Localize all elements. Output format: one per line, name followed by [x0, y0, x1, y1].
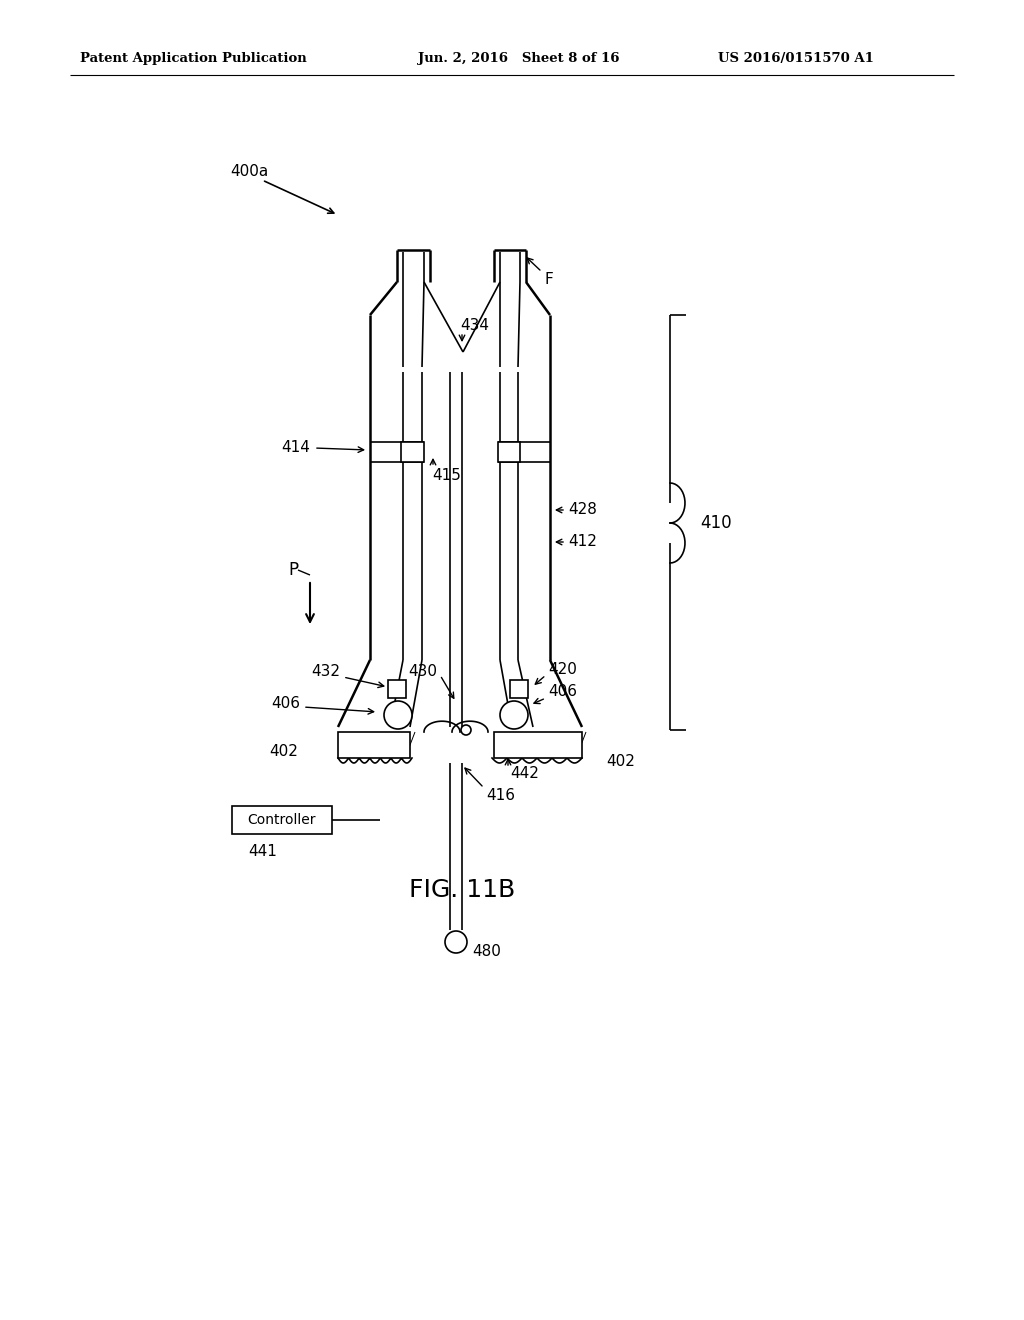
Circle shape: [461, 725, 471, 735]
Text: 406: 406: [271, 696, 300, 710]
Text: Controller: Controller: [248, 813, 316, 828]
Bar: [338, 733, 410, 758]
Text: 428: 428: [568, 503, 597, 517]
Bar: [401, 442, 424, 462]
Text: 406: 406: [548, 685, 577, 700]
Text: 420: 420: [548, 663, 577, 677]
Bar: [510, 680, 528, 698]
Text: Jun. 2, 2016   Sheet 8 of 16: Jun. 2, 2016 Sheet 8 of 16: [418, 51, 620, 65]
Text: 414: 414: [282, 441, 310, 455]
Text: 416: 416: [486, 788, 515, 804]
Bar: [232, 807, 332, 834]
Text: 480: 480: [472, 945, 501, 960]
Text: 402: 402: [606, 755, 635, 770]
Text: FIG. 11B: FIG. 11B: [409, 878, 515, 902]
Text: Patent Application Publication: Patent Application Publication: [80, 51, 307, 65]
Text: 434: 434: [460, 318, 489, 333]
Text: US 2016/0151570 A1: US 2016/0151570 A1: [718, 51, 873, 65]
Circle shape: [500, 701, 528, 729]
Text: 432: 432: [311, 664, 340, 680]
Text: F: F: [545, 272, 554, 288]
Bar: [498, 442, 520, 462]
Circle shape: [384, 701, 412, 729]
Text: 415: 415: [432, 467, 461, 483]
Circle shape: [445, 931, 467, 953]
Text: P: P: [288, 561, 298, 579]
Text: 430: 430: [408, 664, 437, 680]
Text: 410: 410: [700, 513, 731, 532]
Text: 400a: 400a: [230, 165, 268, 180]
Bar: [388, 680, 406, 698]
Bar: [494, 733, 582, 758]
Text: 412: 412: [568, 535, 597, 549]
Text: 402: 402: [269, 744, 298, 759]
Text: 442: 442: [510, 767, 539, 781]
Text: 441: 441: [248, 845, 276, 859]
